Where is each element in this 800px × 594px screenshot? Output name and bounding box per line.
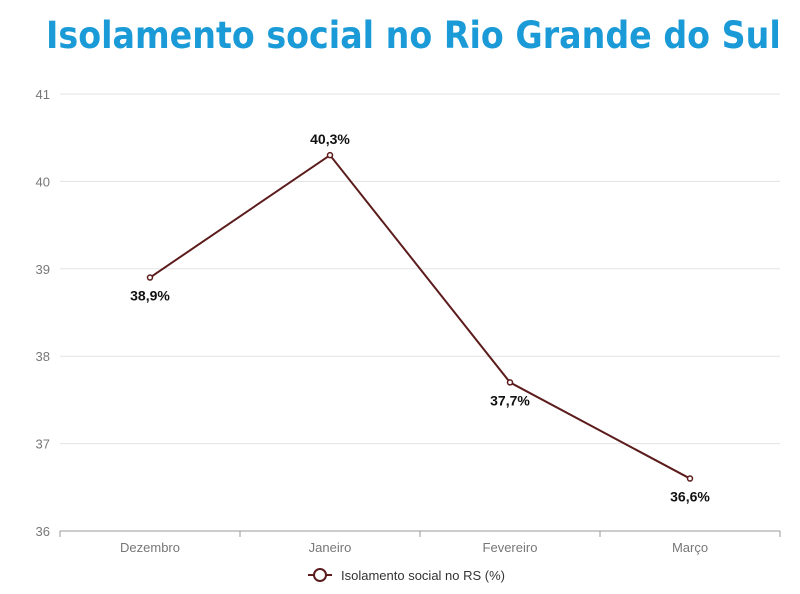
y-tick-label: 41	[36, 87, 50, 102]
data-point	[146, 274, 154, 281]
y-tick-label: 36	[36, 524, 50, 539]
y-tick-label: 38	[36, 349, 50, 364]
data-label: 40,3%	[310, 131, 350, 147]
data-label: 38,9%	[130, 288, 170, 304]
legend-label: Isolamento social no RS (%)	[341, 568, 505, 583]
y-tick-label: 39	[36, 262, 50, 277]
series-line	[149, 153, 691, 480]
x-tick-label: Fevereiro	[483, 540, 538, 555]
legend-marker-icon	[313, 568, 327, 582]
y-tick-label: 37	[36, 437, 50, 452]
data-point	[326, 151, 334, 159]
x-tick-label: Março	[672, 540, 708, 555]
y-tick-label: 40	[36, 174, 50, 189]
data-point	[506, 379, 514, 386]
data-label: 37,7%	[490, 392, 530, 408]
data-point	[686, 475, 694, 482]
chart-title: Isolamento social no Rio Grande do Sul	[46, 14, 781, 57]
data-label: 36,6%	[670, 489, 710, 505]
x-tick-label: Janeiro	[309, 540, 352, 555]
x-tick-label: Dezembro	[120, 540, 180, 555]
